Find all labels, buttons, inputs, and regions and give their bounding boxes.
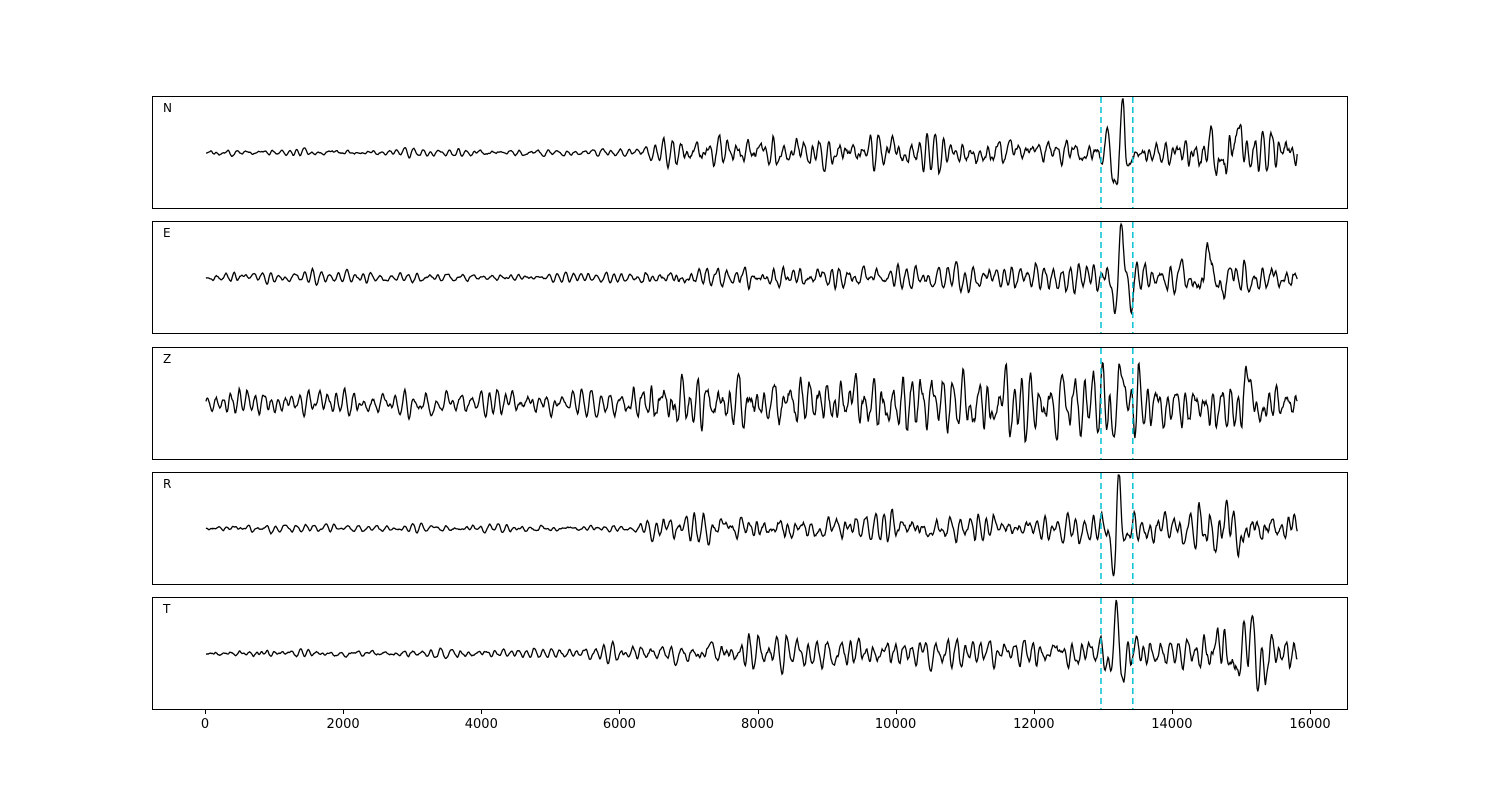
x-axis-tick-label: 4000 [464,717,498,733]
x-axis-tick-label: 16000 [1289,717,1331,733]
x-axis-tick [619,710,621,715]
x-axis-tick-label: 10000 [874,717,917,733]
waveform-canvas-E [205,222,1298,334]
waveform-panel-T: T [152,597,1348,711]
waveform-trace-R [205,474,1298,577]
waveform-panel-N: N [152,96,1348,209]
waveform-trace-N [206,98,1298,186]
waveform-canvas-N [206,97,1298,208]
waveform-canvas-Z [205,347,1298,459]
x-axis-tick [895,710,897,715]
waveform-trace-Z [205,361,1298,443]
x-axis-tick-label: 8000 [740,717,775,733]
channel-label-N: N [163,101,172,115]
x-axis-tick-label: 2000 [326,717,360,733]
waveform-canvas-T [205,598,1298,710]
x-axis-tick [1033,710,1035,715]
x-axis-tick [757,710,759,715]
x-axis-tick-label: 12000 [1013,717,1055,733]
x-axis-tick-label: 14000 [1151,717,1193,733]
channel-label-E: E [163,226,171,241]
waveform-canvas-R [205,472,1298,584]
waveform-panel-E: E [152,221,1348,335]
x-axis-tick-label: 6000 [602,717,636,733]
waveform-panel-R: R [152,471,1348,585]
x-axis-tick [481,710,483,715]
waveform-panel-Z: Z [152,346,1348,460]
channel-label-T: T [163,602,171,617]
x-axis-tick [1310,710,1311,715]
x-axis-tick [343,710,345,715]
x-axis-tick-label: 0 [200,717,210,733]
channel-label-R: R [163,476,172,491]
x-axis-tick [205,710,206,715]
channel-label-Z: Z [163,351,172,366]
waveform-trace-T [205,600,1298,692]
x-axis-tick [1171,710,1173,715]
waveform-trace-E [205,222,1298,316]
